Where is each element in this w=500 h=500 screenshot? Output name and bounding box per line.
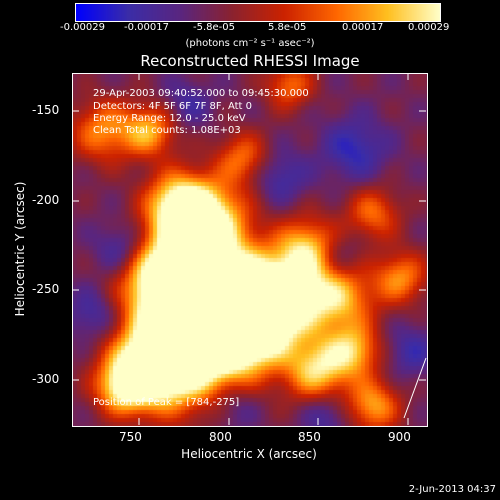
- heatmap-image: [73, 74, 427, 426]
- y-tick-label: -250: [32, 282, 60, 296]
- y-tick-label: -200: [32, 193, 60, 207]
- colorbar-tick: -5.8e-05: [193, 22, 235, 33]
- colorbar-tick: 0.00029: [408, 22, 450, 33]
- colorbar: [75, 3, 441, 22]
- x-tick-label: 850: [298, 430, 321, 444]
- colorbar-tick: 0.00017: [342, 22, 384, 33]
- plot-area: [72, 73, 428, 427]
- info-peak-position: Position of Peak = [784,-275]: [93, 397, 240, 408]
- x-tick-label: 800: [209, 430, 232, 444]
- y-axis-label: Heliocentric Y (arcsec): [13, 181, 27, 317]
- info-energy-range: Energy Range: 12.0 - 25.0 keV: [93, 113, 246, 124]
- y-tick-label: -300: [32, 372, 60, 386]
- colorbar-tick: -0.00029: [60, 22, 105, 33]
- info-detectors: Detectors: 4F 5F 6F 7F 8F, Att 0: [93, 101, 253, 112]
- y-tick-label: -150: [32, 103, 60, 117]
- colorbar-tick: -0.00017: [124, 22, 169, 33]
- info-time-range: 29-Apr-2003 09:40:52.000 to 09:45:30.000: [93, 88, 309, 99]
- x-tick-label: 900: [388, 430, 411, 444]
- x-axis-label: Heliocentric X (arcsec): [181, 447, 317, 461]
- x-tick-label: 750: [119, 430, 142, 444]
- colorbar-units: (photons cm⁻² s⁻¹ asec⁻²): [185, 38, 315, 49]
- timestamp: 2-Jun-2013 04:37: [408, 484, 496, 495]
- info-total-counts: Clean Total counts: 1.08E+03: [93, 125, 241, 136]
- chart-title: Reconstructed RHESSI Image: [140, 52, 360, 70]
- colorbar-tick: 5.8e-05: [268, 22, 307, 33]
